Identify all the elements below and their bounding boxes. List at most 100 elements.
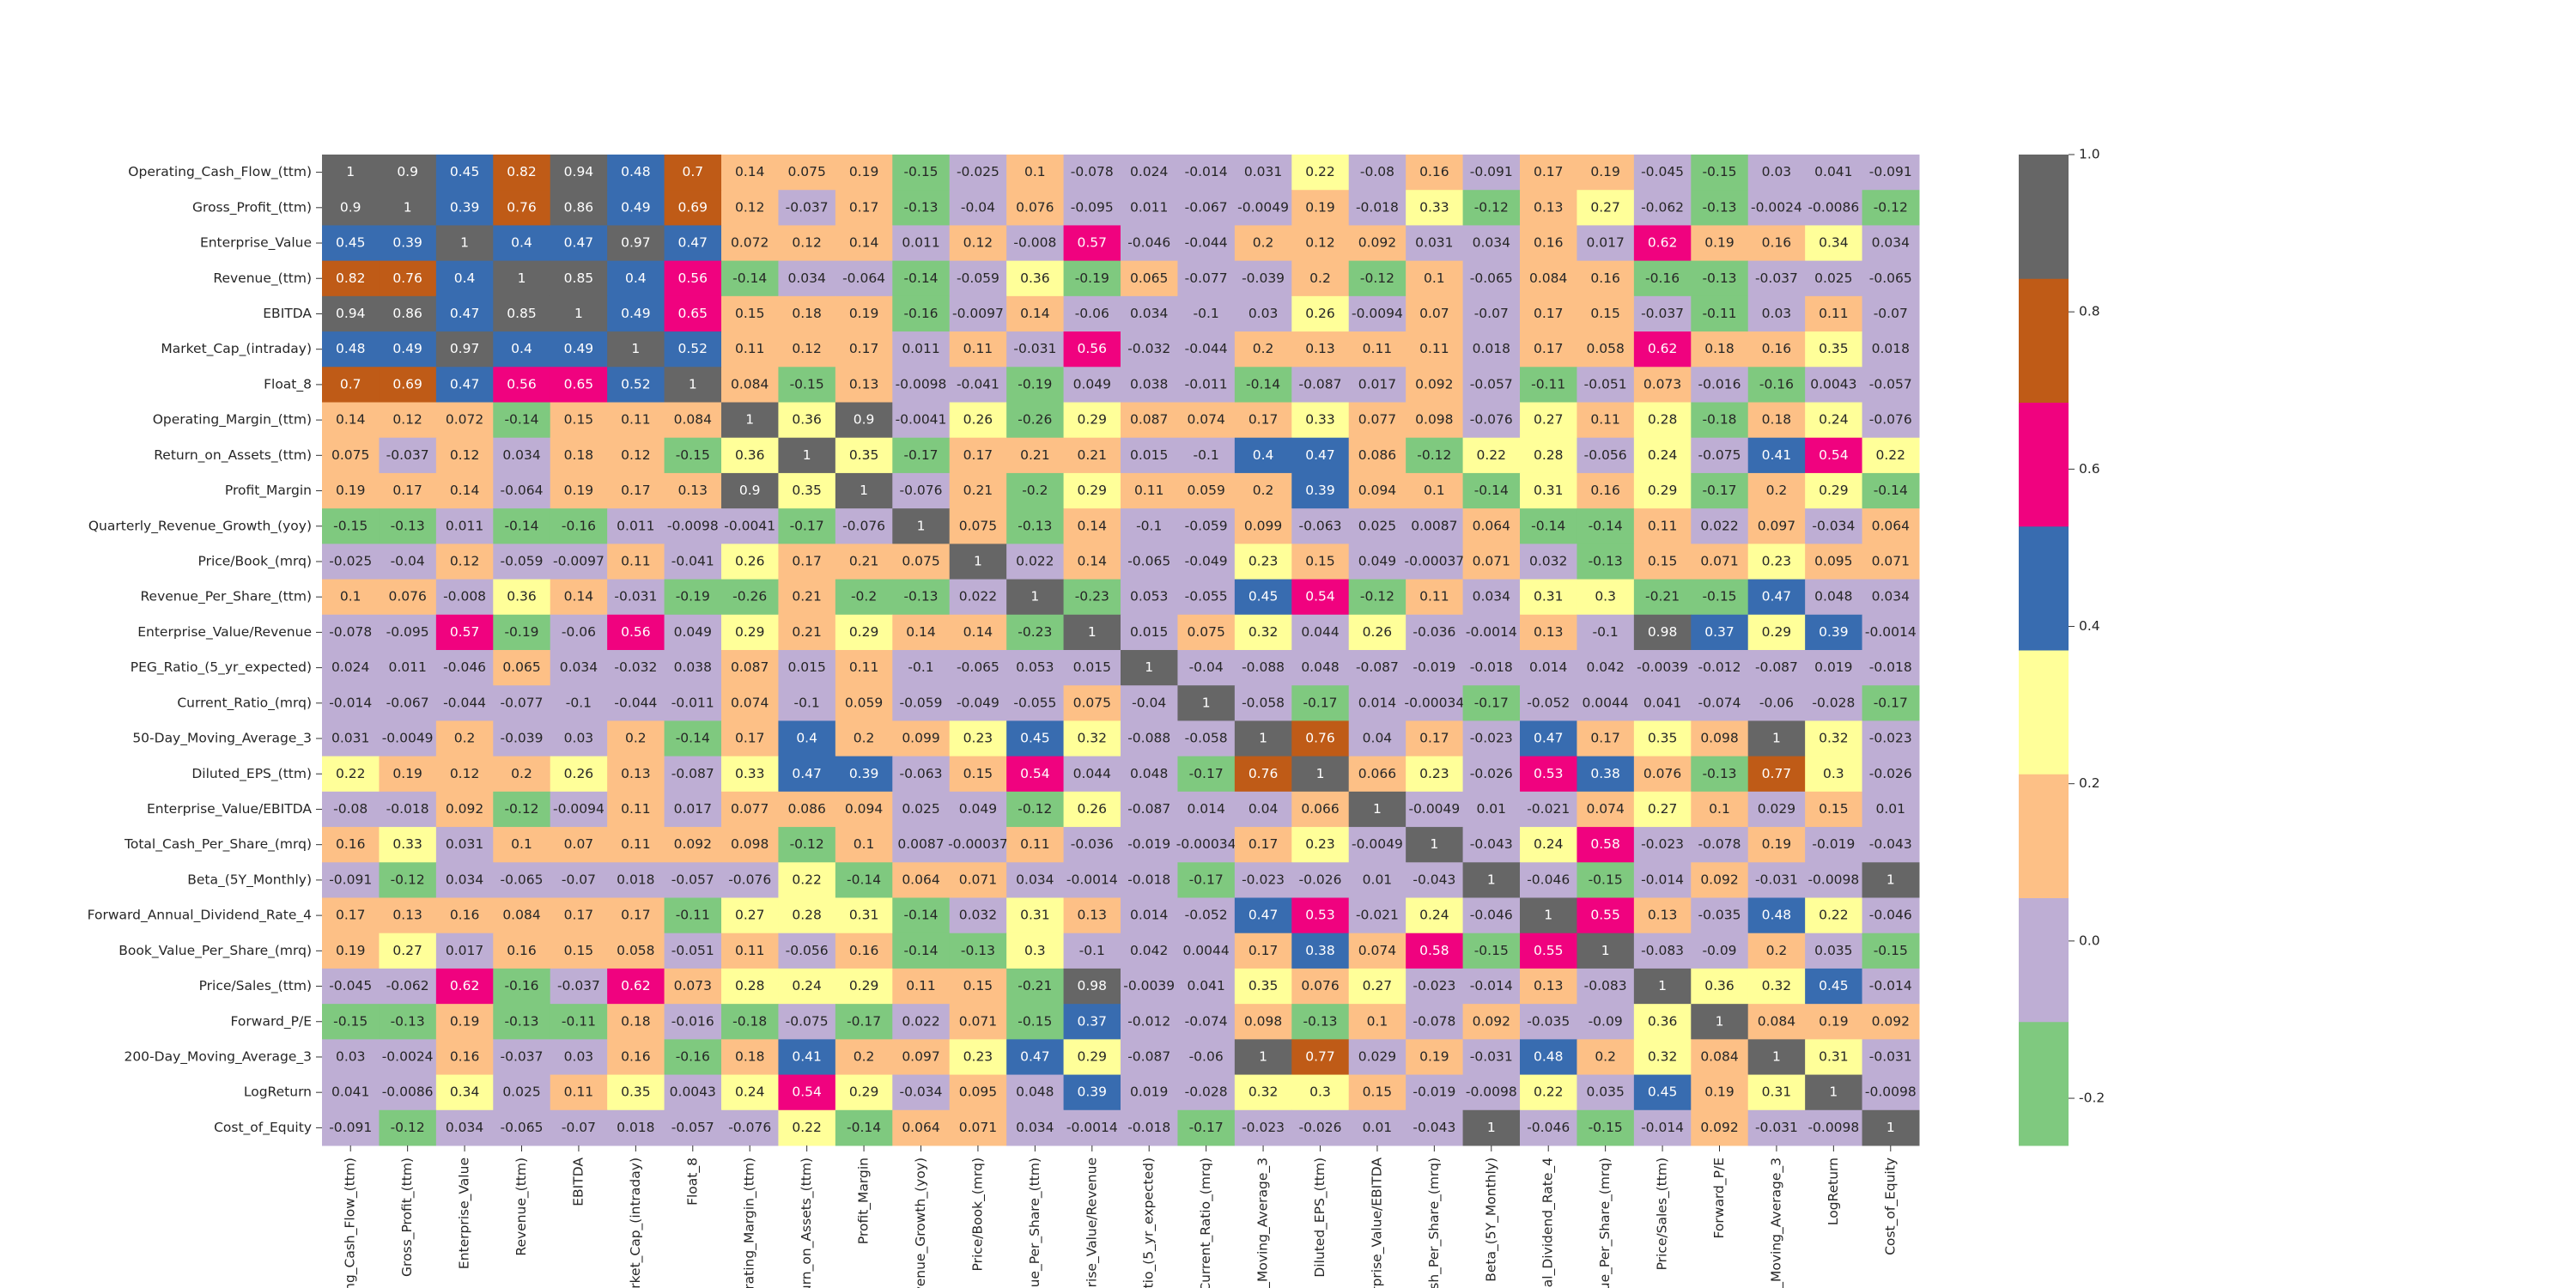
heatmap-cell [664, 968, 722, 1005]
heatmap-cell [1462, 968, 1521, 1005]
cell-label: -0.087 [1299, 376, 1342, 392]
heatmap-cell [1577, 437, 1635, 474]
heatmap-cell [322, 720, 380, 757]
cell-label: -0.08 [1360, 164, 1394, 179]
heatmap-cell [892, 897, 951, 934]
heatmap-cell [322, 472, 380, 509]
heatmap-cell [1520, 544, 1577, 580]
heatmap-cell [949, 1039, 1007, 1076]
heatmap-cell [892, 968, 951, 1005]
cell-label: 0.084 [674, 412, 712, 428]
heatmap-cell [435, 508, 494, 544]
heatmap-cell [607, 827, 665, 863]
heatmap-cell [949, 260, 1007, 297]
cell-label: -0.14 [847, 872, 881, 887]
heatmap-cell [1862, 862, 1920, 898]
heatmap-cell [1577, 225, 1635, 262]
heatmap-cell [1462, 190, 1521, 226]
heatmap-cell [1006, 685, 1065, 721]
cell-label: 0.47 [792, 766, 822, 781]
heatmap-cell [1462, 862, 1521, 898]
heatmap-cell [435, 897, 494, 934]
heatmap-cell [1862, 579, 1920, 616]
cell-label: -0.028 [1812, 695, 1855, 710]
heatmap-cell [1291, 190, 1350, 226]
heatmap-cell [1063, 1109, 1121, 1146]
cell-label: 0.15 [1648, 553, 1678, 568]
cell-label: -0.16 [903, 306, 938, 321]
cell-label: -0.14 [903, 270, 938, 286]
cell-label: 0.13 [849, 376, 879, 392]
heatmap-cell [435, 1074, 494, 1111]
heatmap-cell [835, 155, 893, 191]
cell-label: -0.076 [842, 518, 885, 533]
cell-label: 0.36 [735, 447, 765, 463]
heatmap-cell [1520, 508, 1577, 544]
cell-label: 0.031 [446, 836, 483, 852]
heatmap-cell [949, 827, 1007, 863]
cell-label: 0.15 [1363, 1084, 1393, 1100]
heatmap-cell [435, 225, 494, 262]
cell-label: -0.065 [1869, 270, 1912, 286]
heatmap-cell [607, 367, 665, 403]
cell-label: -0.026 [1299, 872, 1342, 887]
cell-label: -0.16 [676, 1048, 710, 1064]
cell-label: 0.69 [392, 376, 422, 392]
cell-label: 0.094 [1358, 483, 1396, 498]
cell-label: 0.15 [963, 766, 993, 781]
heatmap-cell [1805, 1074, 1863, 1111]
heatmap-cell [322, 225, 380, 262]
cell-label: 0.01 [1876, 801, 1906, 817]
cell-label: 0.53 [1305, 908, 1335, 923]
heatmap-cell [1577, 402, 1635, 439]
cell-label: 0.45 [1249, 589, 1279, 605]
cell-label: -0.037 [786, 199, 829, 215]
heatmap-cell [1406, 1004, 1464, 1040]
cell-label: 1 [745, 412, 754, 428]
heatmap-cell [1862, 756, 1920, 793]
cell-label: -0.049 [957, 695, 999, 710]
heatmap-cell [1862, 544, 1920, 580]
y-tick-label: Book_Value_Per_Share_(mrq) [118, 943, 312, 959]
colorbar-band [2019, 1021, 2069, 1146]
cell-label: 0.35 [792, 483, 822, 498]
y-tick-label: PEG_Ratio_(5_yr_expected) [131, 659, 312, 676]
heatmap-cell [607, 933, 665, 969]
cell-label: -0.039 [501, 731, 544, 746]
cell-label: -0.031 [1869, 1048, 1912, 1064]
heatmap-cell [1121, 791, 1178, 828]
heatmap-cell [435, 579, 494, 616]
cell-label: -0.0049 [382, 731, 434, 746]
cell-label: 0.65 [564, 376, 594, 392]
cell-label: -0.031 [1013, 341, 1056, 356]
heatmap-cell [1121, 1039, 1178, 1076]
cell-label: 1 [460, 235, 469, 251]
cell-label: 0.075 [1187, 624, 1224, 640]
cell-label: 0.071 [1473, 553, 1510, 568]
heatmap-cell [1291, 827, 1350, 863]
cell-label: -0.088 [1242, 659, 1285, 675]
cell-label: 0.17 [1534, 306, 1564, 321]
cell-label: 0.071 [959, 1013, 997, 1029]
heatmap-cell [1177, 862, 1236, 898]
cell-label: 0.11 [621, 836, 651, 852]
cell-label: 0.17 [849, 341, 879, 356]
cell-label: -0.0094 [1352, 306, 1403, 321]
heatmap-cell [1862, 190, 1920, 226]
heatmap-cell [835, 614, 893, 651]
heatmap-cell [1805, 756, 1863, 793]
heatmap-cell [435, 756, 494, 793]
x-tick-label: Forward_P/E [1711, 1157, 1728, 1238]
heatmap-cell [835, 367, 893, 403]
cell-label: 0.022 [902, 1013, 939, 1029]
heatmap-cell [493, 720, 551, 757]
cell-label: -0.076 [1470, 412, 1513, 428]
cell-label: 0.17 [1249, 836, 1279, 852]
cell-label: -0.1 [1194, 447, 1219, 463]
heatmap-cell [664, 756, 722, 793]
heatmap-cell [1462, 791, 1521, 828]
cell-label: 0.075 [1073, 695, 1111, 710]
heatmap-cell [721, 862, 779, 898]
heatmap-cell [550, 720, 608, 757]
cell-label: 0.084 [502, 908, 540, 923]
